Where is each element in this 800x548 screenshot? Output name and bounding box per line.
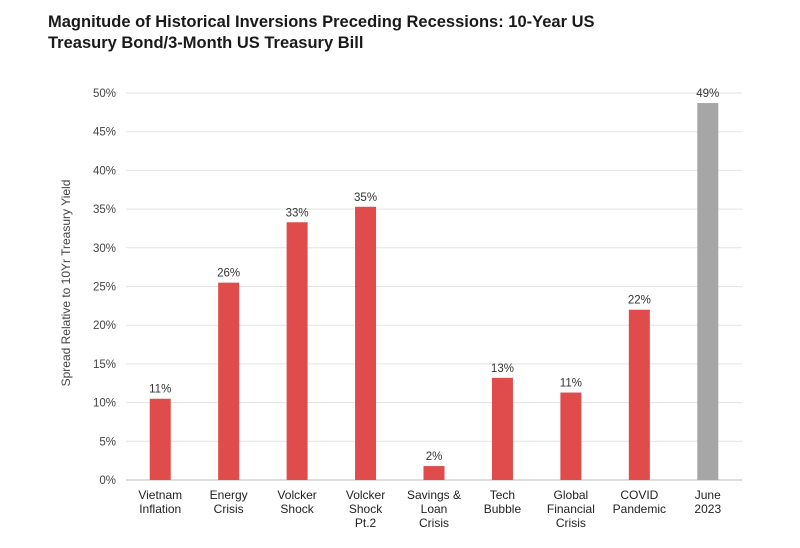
bar <box>286 222 308 480</box>
data-label: 2% <box>426 451 443 463</box>
y-tick-label: 50% <box>93 88 116 100</box>
y-tick-label: 25% <box>93 282 116 294</box>
data-label: 11% <box>149 384 171 396</box>
x-category-label: Shock <box>349 502 383 516</box>
data-label: 49% <box>696 88 719 100</box>
bar <box>697 103 719 480</box>
bar <box>218 282 240 480</box>
x-category-label: Energy <box>210 488 248 502</box>
data-label: 22% <box>628 295 651 307</box>
x-category-label: June <box>695 488 721 502</box>
y-tick-label: 20% <box>93 320 116 332</box>
y-tick-label: 5% <box>99 436 116 448</box>
x-category-label: Volcker <box>346 488 385 502</box>
chart-title-line-1: Magnitude of Historical Inversions Prece… <box>48 13 595 31</box>
chart-title-line-2: Treasury Bond/3-Month US Treasury Bill <box>48 34 364 52</box>
x-category-label: Shock <box>280 502 314 516</box>
x-category-label: Global <box>554 488 589 502</box>
x-category-label: Loan <box>421 502 448 516</box>
bar <box>560 392 582 480</box>
bar <box>628 309 650 480</box>
x-category-label: COVID <box>620 488 658 502</box>
x-category-label: Tech <box>490 488 515 502</box>
x-category-label: Pandemic <box>613 502 666 516</box>
x-category-label: Pt.2 <box>355 516 377 530</box>
y-tick-label: 30% <box>93 243 116 255</box>
data-label: 13% <box>491 363 514 375</box>
data-label: 35% <box>354 192 377 204</box>
x-category-label: Crisis <box>419 516 449 530</box>
x-category-label: Crisis <box>556 516 586 530</box>
y-tick-label: 45% <box>93 127 116 139</box>
x-category-label: Inflation <box>139 502 181 516</box>
bar <box>423 466 445 480</box>
y-tick-label: 15% <box>93 359 116 371</box>
data-label: 11% <box>560 378 582 390</box>
x-category-label: Crisis <box>214 502 244 516</box>
bar <box>491 377 513 480</box>
bar <box>355 206 377 480</box>
y-tick-label: 0% <box>99 475 116 487</box>
y-tick-label: 40% <box>93 165 116 177</box>
bar <box>149 398 171 480</box>
x-category-label: Vietnam <box>138 488 182 502</box>
x-category-label: Volcker <box>277 488 316 502</box>
chart-title: Magnitude of Historical Inversions Prece… <box>48 12 748 54</box>
data-label: 26% <box>217 268 240 280</box>
x-category-label: Bubble <box>484 502 522 516</box>
y-tick-label: 10% <box>93 398 116 410</box>
x-category-label: 2023 <box>694 502 721 516</box>
y-tick-label: 35% <box>93 204 116 216</box>
x-category-label: Savings & <box>407 488 461 502</box>
x-category-label: Financial <box>547 502 595 516</box>
data-label: 33% <box>286 207 309 219</box>
